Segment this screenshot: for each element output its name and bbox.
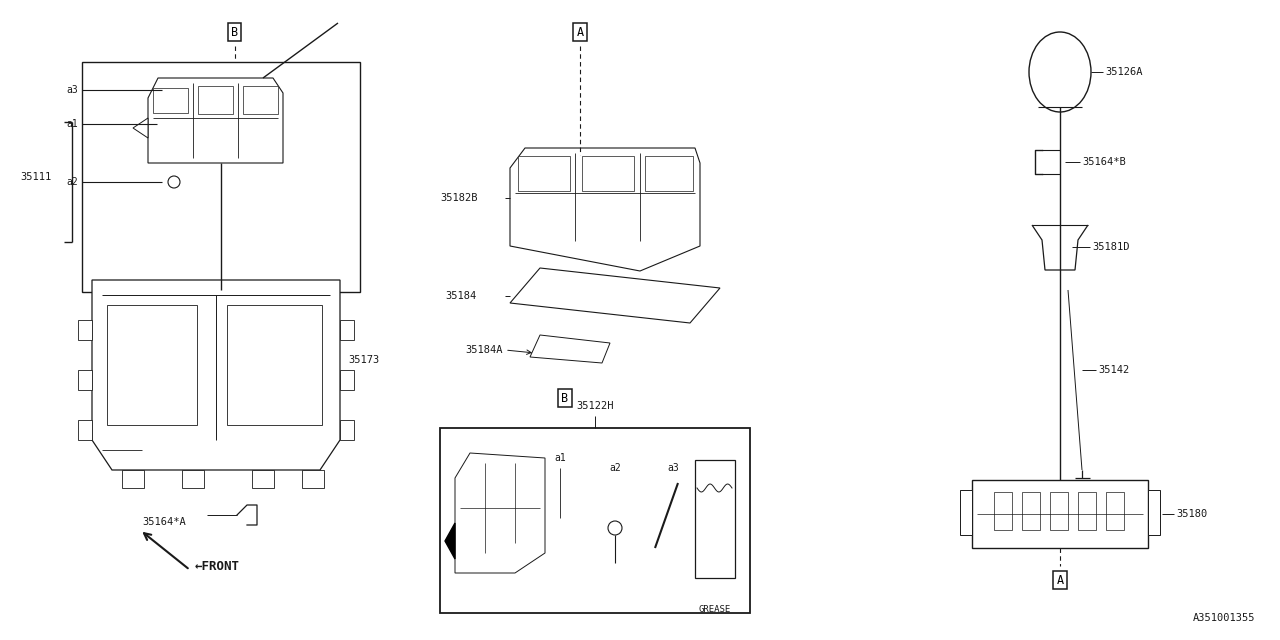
Text: a2: a2 xyxy=(609,463,621,473)
Bar xyxy=(78,320,92,340)
Text: 35126A: 35126A xyxy=(1105,67,1143,77)
Text: a3: a3 xyxy=(667,463,678,473)
Polygon shape xyxy=(133,118,148,138)
Text: 35184A: 35184A xyxy=(465,345,503,355)
Bar xyxy=(154,88,188,113)
Bar xyxy=(302,470,324,488)
Text: 35182B: 35182B xyxy=(440,193,477,203)
Text: 35142: 35142 xyxy=(1098,365,1129,375)
Text: 35184: 35184 xyxy=(445,291,476,301)
Bar xyxy=(198,86,233,114)
Bar xyxy=(440,428,750,613)
Text: a1: a1 xyxy=(554,453,566,463)
Bar xyxy=(78,370,92,390)
Polygon shape xyxy=(509,268,719,323)
Bar xyxy=(695,460,735,578)
Polygon shape xyxy=(454,453,545,573)
Text: 35164*B: 35164*B xyxy=(1082,157,1125,167)
Bar xyxy=(1148,490,1160,535)
Bar xyxy=(1106,492,1124,530)
Bar xyxy=(1050,492,1068,530)
Text: a2: a2 xyxy=(67,177,78,187)
Polygon shape xyxy=(445,523,454,559)
Bar xyxy=(340,320,355,340)
Bar xyxy=(82,62,360,292)
Bar xyxy=(645,156,692,191)
Bar xyxy=(122,470,143,488)
Text: A351001355: A351001355 xyxy=(1193,613,1254,623)
Bar xyxy=(243,86,278,114)
Bar xyxy=(340,370,355,390)
Bar xyxy=(518,156,570,191)
Text: ←FRONT: ←FRONT xyxy=(195,559,241,573)
Ellipse shape xyxy=(1029,32,1091,112)
Bar xyxy=(1078,492,1096,530)
Bar xyxy=(227,305,323,425)
Bar xyxy=(252,470,274,488)
Text: 35180: 35180 xyxy=(1176,509,1207,519)
Bar xyxy=(108,305,197,425)
Text: A: A xyxy=(576,26,584,38)
Text: a3: a3 xyxy=(67,85,78,95)
Polygon shape xyxy=(509,148,700,271)
Text: 35173: 35173 xyxy=(348,355,379,365)
Bar xyxy=(995,492,1012,530)
Text: B: B xyxy=(562,392,568,404)
Text: GREASE: GREASE xyxy=(699,605,731,614)
Text: 35122H: 35122H xyxy=(576,401,613,411)
Bar xyxy=(960,490,972,535)
Text: A: A xyxy=(1056,573,1064,586)
Polygon shape xyxy=(92,280,340,470)
Text: a1: a1 xyxy=(67,119,78,129)
Polygon shape xyxy=(1032,225,1088,270)
Bar xyxy=(972,480,1148,548)
Text: 35181D: 35181D xyxy=(1092,242,1129,252)
Polygon shape xyxy=(530,335,611,363)
Text: 35111: 35111 xyxy=(20,172,51,182)
Text: 35164*A: 35164*A xyxy=(142,517,186,527)
Bar xyxy=(182,470,204,488)
Bar xyxy=(582,156,634,191)
Text: B: B xyxy=(232,26,238,38)
Polygon shape xyxy=(148,78,283,163)
Bar xyxy=(340,420,355,440)
Bar xyxy=(1021,492,1039,530)
Bar xyxy=(78,420,92,440)
